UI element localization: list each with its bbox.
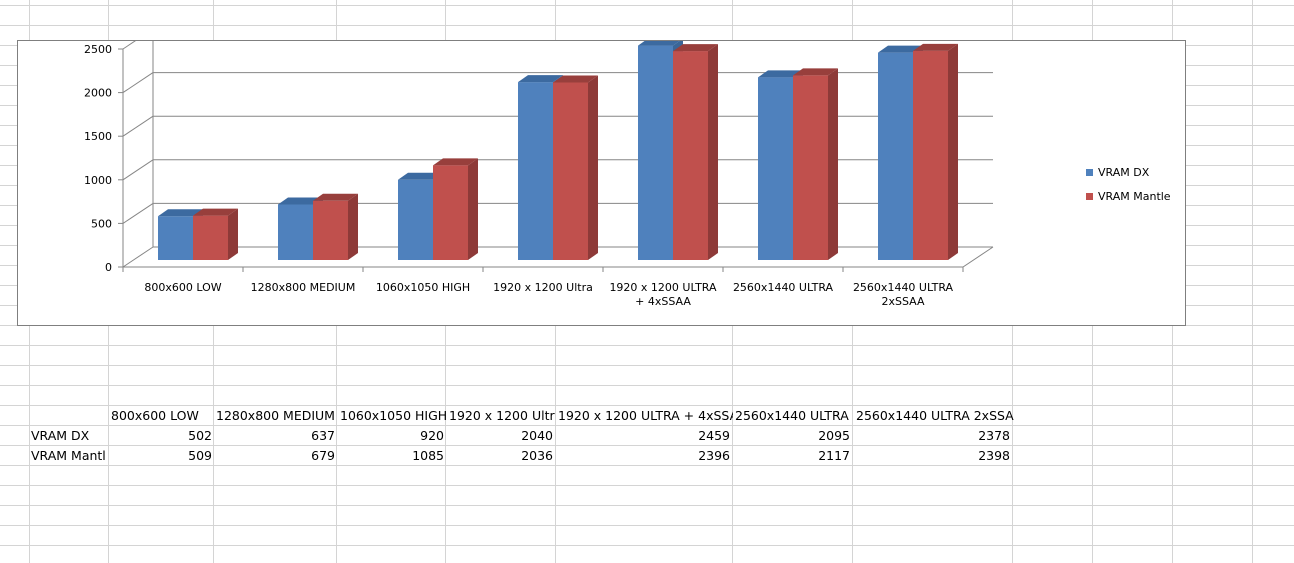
- x-tick-label: 1060x1050 HIGH: [376, 281, 470, 294]
- bar-front-face: [673, 51, 708, 260]
- table-header-cell[interactable]: 800x600 LOW: [111, 408, 199, 423]
- bar-front-face: [398, 179, 433, 260]
- bar-top-face: [878, 45, 923, 53]
- row-label-vram-dx[interactable]: VRAM DX: [31, 428, 90, 443]
- table-cell[interactable]: 502: [188, 428, 212, 443]
- table-cell[interactable]: 2459: [698, 428, 730, 443]
- table-cell[interactable]: 2036: [521, 448, 553, 463]
- bar-front-face: [758, 77, 793, 260]
- bar-top-face: [278, 197, 323, 205]
- y-tick-label: 0: [105, 261, 112, 274]
- bar-front-face: [193, 215, 228, 260]
- chart-svg: 0 500 1000 1500 2000 2500 800x600 LOW 1280x800 …: [84, 41, 1171, 308]
- bar-side-face: [708, 44, 718, 260]
- bar-top-face: [158, 209, 203, 217]
- bar-top-face: [518, 75, 563, 83]
- table-cell[interactable]: 679: [311, 448, 335, 463]
- y-tick-label: 500: [91, 217, 112, 230]
- x-tick-label: 800x600 LOW: [144, 281, 221, 294]
- table-header-cell[interactable]: 1920 x 1200 ULTRA + 4xSSAA: [558, 408, 733, 423]
- side-wall-gridline: [122, 246, 154, 268]
- bar-front-face: [638, 45, 673, 261]
- table-header-cell[interactable]: 1280x800 MEDIUM: [216, 408, 335, 423]
- side-wall-gridline: [122, 115, 154, 137]
- bar-front-face: [518, 82, 553, 260]
- side-wall-gridline: [122, 159, 154, 181]
- bar-side-face: [468, 158, 478, 260]
- row-label-vram-mantle[interactable]: VRAM Mantl: [31, 448, 106, 463]
- bar-top-face: [638, 41, 680, 46]
- y-tick-label: 2500: [84, 43, 112, 56]
- side-wall-gridline: [122, 41, 136, 50]
- table-header-cell[interactable]: 1920 x 1200 Ultra: [449, 408, 555, 423]
- table-header-cell[interactable]: 2560x1440 ULTRA: [735, 408, 849, 423]
- bar-vram-mantle: [193, 208, 238, 260]
- x-tick-label: + 4xSSAA: [635, 295, 691, 308]
- bar-vram-mantle: [673, 44, 718, 260]
- bar-top-face: [313, 193, 358, 201]
- side-wall-gridline: [122, 72, 154, 94]
- x-tick-label: 2560x1440 ULTRA: [733, 281, 834, 294]
- bar-side-face: [948, 43, 958, 260]
- table-cell[interactable]: 2117: [818, 448, 850, 463]
- bar-top-face: [673, 44, 718, 52]
- x-tick-label: 1280x800 MEDIUM: [251, 281, 356, 294]
- bar-top-face: [193, 208, 238, 216]
- bar-front-face: [313, 200, 348, 260]
- legend-swatch: [1086, 193, 1093, 200]
- bar-front-face: [553, 82, 588, 260]
- bar-front-face: [878, 52, 913, 261]
- x-tick-label: 1920 x 1200 ULTRA: [609, 281, 717, 294]
- x-tick-label: 2xSSAA: [881, 295, 925, 308]
- x-tick-label: 2560x1440 ULTRA: [853, 281, 954, 294]
- side-wall-gridline: [122, 202, 154, 224]
- bar-top-face: [793, 68, 838, 76]
- bar-side-face: [588, 75, 598, 260]
- bar-side-face: [828, 68, 838, 260]
- table-cell[interactable]: 637: [311, 428, 335, 443]
- bar-side-face: [348, 193, 358, 260]
- bar-top-face: [398, 172, 443, 180]
- bar-top-face: [553, 75, 598, 83]
- bar-top-face: [913, 43, 958, 51]
- table-cell[interactable]: 920: [420, 428, 444, 443]
- bar-front-face: [913, 50, 948, 260]
- table-cell[interactable]: 2378: [978, 428, 1010, 443]
- y-tick-label: 1500: [84, 130, 112, 143]
- y-tick-label: 1000: [84, 174, 112, 187]
- x-tick-label: 1920 x 1200 Ultra: [493, 281, 593, 294]
- bar-side-face: [228, 208, 238, 260]
- bar-vram-mantle: [553, 75, 598, 260]
- bar-front-face: [278, 204, 313, 260]
- y-tick-label: 2000: [84, 87, 112, 100]
- table-cell[interactable]: 2396: [698, 448, 730, 463]
- bar-top-face: [433, 158, 478, 166]
- bar-top-face: [758, 70, 803, 78]
- bar-front-face: [433, 165, 468, 260]
- table-header-cell[interactable]: 1060x1050 HIGH: [340, 408, 447, 423]
- table-cell[interactable]: 2095: [818, 428, 850, 443]
- bar-front-face: [793, 75, 828, 260]
- table-cell[interactable]: 509: [188, 448, 212, 463]
- table-cell[interactable]: 2398: [978, 448, 1010, 463]
- legend-label: VRAM Mantle: [1098, 190, 1171, 203]
- bar-vram-mantle: [793, 68, 838, 260]
- table-cell[interactable]: 2040: [521, 428, 553, 443]
- bar-vram-mantle: [913, 43, 958, 260]
- chart-area[interactable]: 0 500 1000 1500 2000 2500 800x600 LOW 1280x800 …: [17, 40, 1186, 326]
- table-header-cell[interactable]: 2560x1440 ULTRA 2xSSAA: [856, 408, 1014, 423]
- bar-vram-mantle: [433, 158, 478, 260]
- bar-front-face: [158, 216, 193, 260]
- bar-vram-mantle: [313, 193, 358, 260]
- table-cell[interactable]: 1085: [412, 448, 444, 463]
- legend-label: VRAM DX: [1098, 166, 1150, 179]
- legend-swatch: [1086, 169, 1093, 176]
